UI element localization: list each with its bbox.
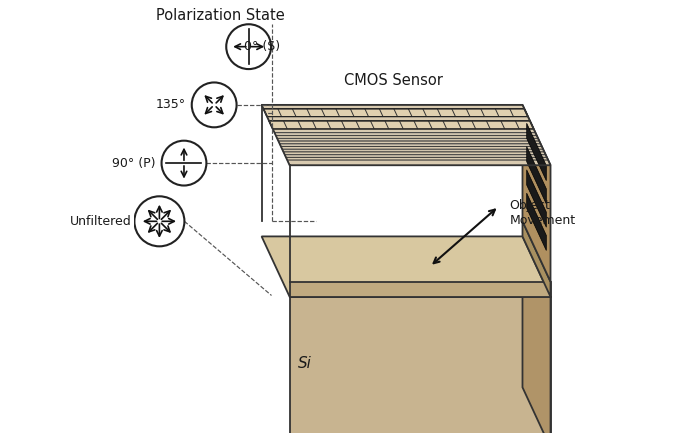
Text: CMOS Sensor: CMOS Sensor [344, 72, 442, 88]
Text: Si: Si [298, 356, 312, 371]
Polygon shape [290, 282, 550, 297]
Polygon shape [287, 160, 550, 165]
Text: 135°: 135° [156, 99, 186, 112]
Circle shape [134, 196, 184, 247]
Polygon shape [277, 138, 539, 141]
Polygon shape [262, 237, 550, 297]
Text: 0° (S): 0° (S) [244, 40, 281, 53]
Circle shape [162, 141, 206, 185]
Polygon shape [281, 147, 543, 149]
Polygon shape [280, 144, 542, 147]
Polygon shape [290, 297, 550, 434]
Text: Object
Movement: Object Movement [510, 199, 575, 227]
Polygon shape [526, 193, 546, 250]
Polygon shape [269, 121, 533, 129]
Polygon shape [522, 105, 550, 282]
Polygon shape [282, 149, 545, 152]
Polygon shape [276, 136, 538, 138]
Polygon shape [285, 155, 547, 158]
Polygon shape [526, 147, 546, 204]
Circle shape [192, 82, 237, 127]
Polygon shape [522, 237, 550, 434]
Polygon shape [279, 141, 540, 144]
Polygon shape [274, 133, 537, 136]
Polygon shape [284, 152, 545, 155]
Polygon shape [526, 170, 546, 227]
Text: 90° (P): 90° (P) [113, 157, 156, 170]
Polygon shape [262, 105, 524, 109]
Polygon shape [286, 158, 548, 160]
Polygon shape [522, 221, 550, 297]
Polygon shape [273, 129, 536, 133]
Polygon shape [267, 117, 530, 121]
Text: Unfiltered: Unfiltered [69, 215, 132, 228]
Text: Polarization State: Polarization State [156, 8, 285, 23]
Circle shape [226, 24, 271, 69]
Polygon shape [263, 109, 528, 117]
Polygon shape [526, 123, 546, 181]
